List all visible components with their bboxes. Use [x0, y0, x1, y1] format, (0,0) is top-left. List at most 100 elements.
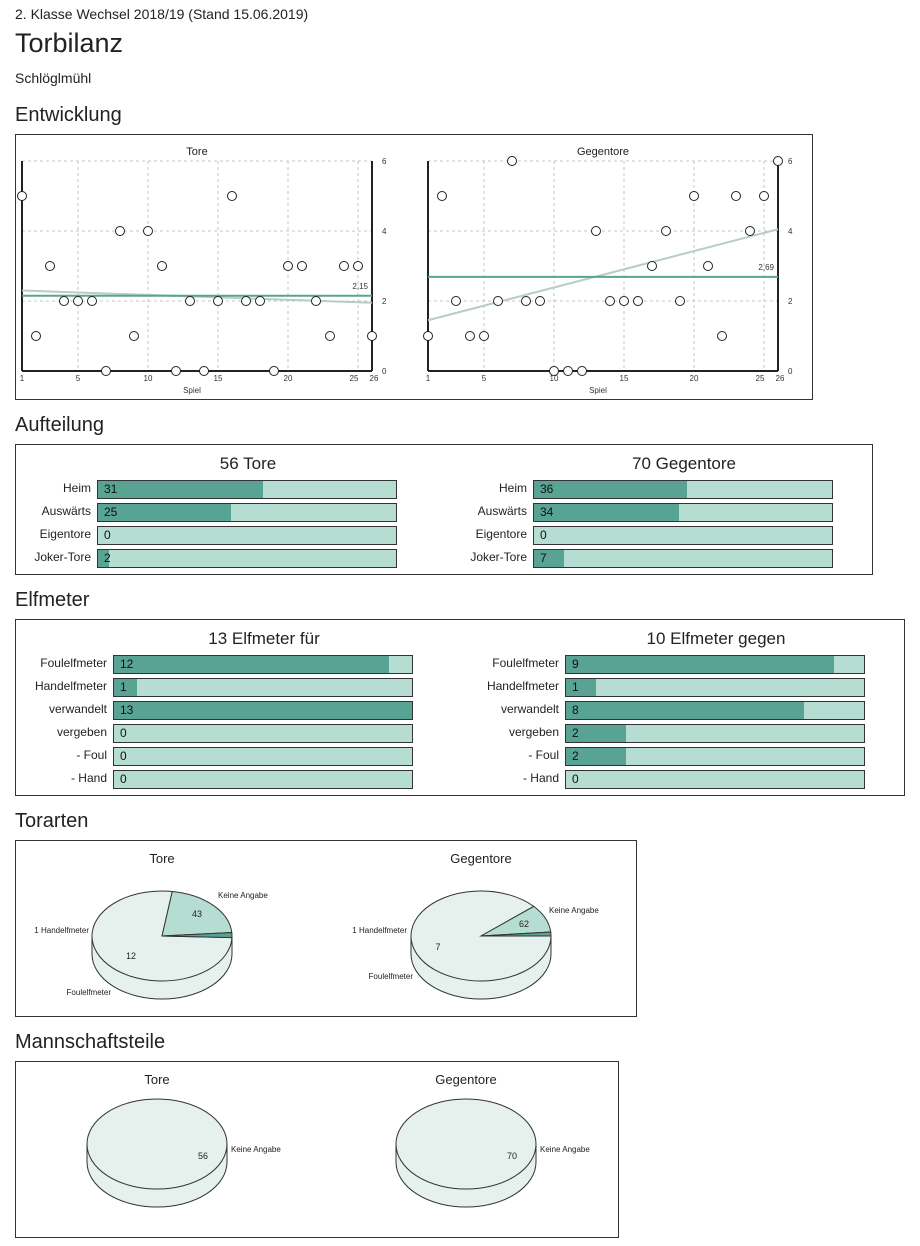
y-tick-label: 6	[382, 157, 387, 166]
section-title-aufteilung: Aufteilung	[15, 414, 104, 436]
league-subtitle: 2. Klasse Wechsel 2018/19 (Stand 15.06.2…	[15, 6, 309, 22]
bar-label: verwandelt	[500, 702, 559, 716]
bar-track: 8	[565, 701, 865, 720]
bar-value: 8	[572, 703, 579, 717]
pie-title: Tore	[144, 1072, 169, 1087]
data-point	[661, 226, 671, 236]
bar-row: vergeben 0	[16, 724, 413, 743]
bar-value: 0	[120, 749, 127, 763]
bar-track: 34	[533, 503, 833, 522]
y-tick-label: 2	[382, 297, 387, 306]
pie-value-label: 43	[192, 909, 202, 919]
pie-slice-label: Keine Angabe	[549, 906, 599, 915]
bar-label: Foulelfmeter	[492, 656, 559, 670]
data-point	[17, 191, 27, 201]
bar-label: Eigentore	[39, 527, 91, 541]
data-point	[731, 191, 741, 201]
bar-label: Joker-Tore	[34, 550, 91, 564]
bar-track: 1	[565, 678, 865, 697]
bar-row: vergeben 2	[16, 724, 865, 743]
bar-label: vergeben	[56, 725, 107, 739]
bar-track: 0	[565, 770, 865, 789]
trend-line	[427, 228, 779, 322]
data-point	[227, 191, 237, 201]
data-point	[549, 366, 559, 376]
torarten-charts: Tore 43 Keine Angabe 12 Foulelfmeter 1 Handel…	[34, 851, 599, 1000]
data-point	[45, 261, 55, 271]
bar-chart-title: 13 Elfmeter für	[208, 629, 320, 648]
bar-row: Auswärts 25	[16, 503, 397, 522]
bar-label: Joker-Tore	[470, 550, 527, 564]
x-tick-label: 20	[690, 374, 699, 383]
bar-track: 0	[97, 526, 397, 545]
bar-row: - Hand 0	[16, 770, 865, 789]
y-tick-label: 0	[382, 367, 387, 376]
bar-track: 0	[113, 747, 413, 766]
pie-value-label: 70	[507, 1151, 517, 1161]
bar-label: vergeben	[508, 725, 559, 739]
bar-fill	[114, 656, 390, 673]
x-tick-label: 1	[426, 374, 431, 383]
mannschaftsteile-panel: Tore 56 Keine Angabe Gegentore 70 Keine Angab…	[15, 1061, 619, 1238]
data-point	[353, 261, 363, 271]
bar-fill	[534, 550, 564, 567]
pie-slice	[480, 931, 552, 937]
bar-track: 7	[533, 549, 833, 568]
bar-value: 1	[120, 680, 127, 694]
bar-label: - Hand	[522, 771, 559, 785]
bar-track: 0	[113, 770, 413, 789]
data-point	[157, 261, 167, 271]
data-point	[101, 366, 111, 376]
bar-value: 25	[104, 505, 118, 519]
pie-slice-label: Keine Angabe	[231, 1145, 281, 1154]
bar-fill	[566, 702, 805, 719]
bar-track: 0	[533, 526, 833, 545]
data-point	[87, 296, 97, 306]
bar-label: Auswärts	[477, 504, 527, 518]
bar-track: 12	[113, 655, 413, 674]
bar-label: Heim	[498, 481, 527, 495]
y-tick-label: 4	[382, 227, 387, 236]
bar-value: 2	[104, 551, 111, 565]
data-point	[717, 331, 727, 341]
bar-label: - Foul	[528, 748, 559, 762]
pie-slice	[86, 1098, 228, 1190]
y-tick-label: 2	[788, 297, 793, 306]
entwicklung-panel: Tore 0 2 4 6 1 5 10 15 20 25 26 Spiel 2,15 Gegentore 0 2…	[15, 134, 813, 400]
elfmeter-panel: 13 Elfmeter für Foulelfmeter 12 Handelfmete…	[15, 619, 905, 796]
bar-row: Eigentore 0	[16, 526, 397, 545]
bar-row: Eigentore 0	[16, 526, 833, 545]
pie-torarten_gegentore: Gegentore 62 Keine Angabe 7 Foulelfmeter 1 Ha…	[352, 851, 599, 1000]
bar-track: 2	[565, 747, 865, 766]
bar-chart-title: 56 Tore	[219, 454, 277, 473]
bar-row: - Foul 2	[16, 747, 865, 766]
data-point	[283, 261, 293, 271]
data-point	[423, 331, 433, 341]
data-point	[73, 296, 83, 306]
data-point	[689, 191, 699, 201]
data-point	[563, 366, 573, 376]
pie-mannschaftsteile_tore: Tore 56 Keine Angabe	[86, 1072, 281, 1208]
bar-row: - Foul 0	[16, 747, 413, 766]
bar-value: 0	[540, 528, 547, 542]
pie-torarten_tore: Tore 43 Keine Angabe 12 Foulelfmeter 1 Handel…	[34, 851, 268, 1000]
data-point	[577, 366, 587, 376]
x-tick-label: 20	[284, 374, 293, 383]
bar-value: 1	[572, 680, 579, 694]
bar-value: 9	[572, 657, 579, 671]
bar-track: 1	[113, 678, 413, 697]
bar-track: 13	[113, 701, 413, 720]
section-title-mannschaftsteile: Mannschaftsteile	[15, 1031, 166, 1053]
pie-title: Gegentore	[450, 851, 511, 866]
data-point	[311, 296, 321, 306]
data-point	[591, 226, 601, 236]
bar-label: Eigentore	[475, 527, 527, 541]
bar-row: Heim 36	[16, 480, 833, 499]
bar-label: - Foul	[76, 748, 107, 762]
x-tick-label: 25	[756, 374, 765, 383]
data-point	[535, 296, 545, 306]
bar-label: verwandelt	[48, 702, 107, 716]
bar-value: 2	[572, 726, 579, 740]
